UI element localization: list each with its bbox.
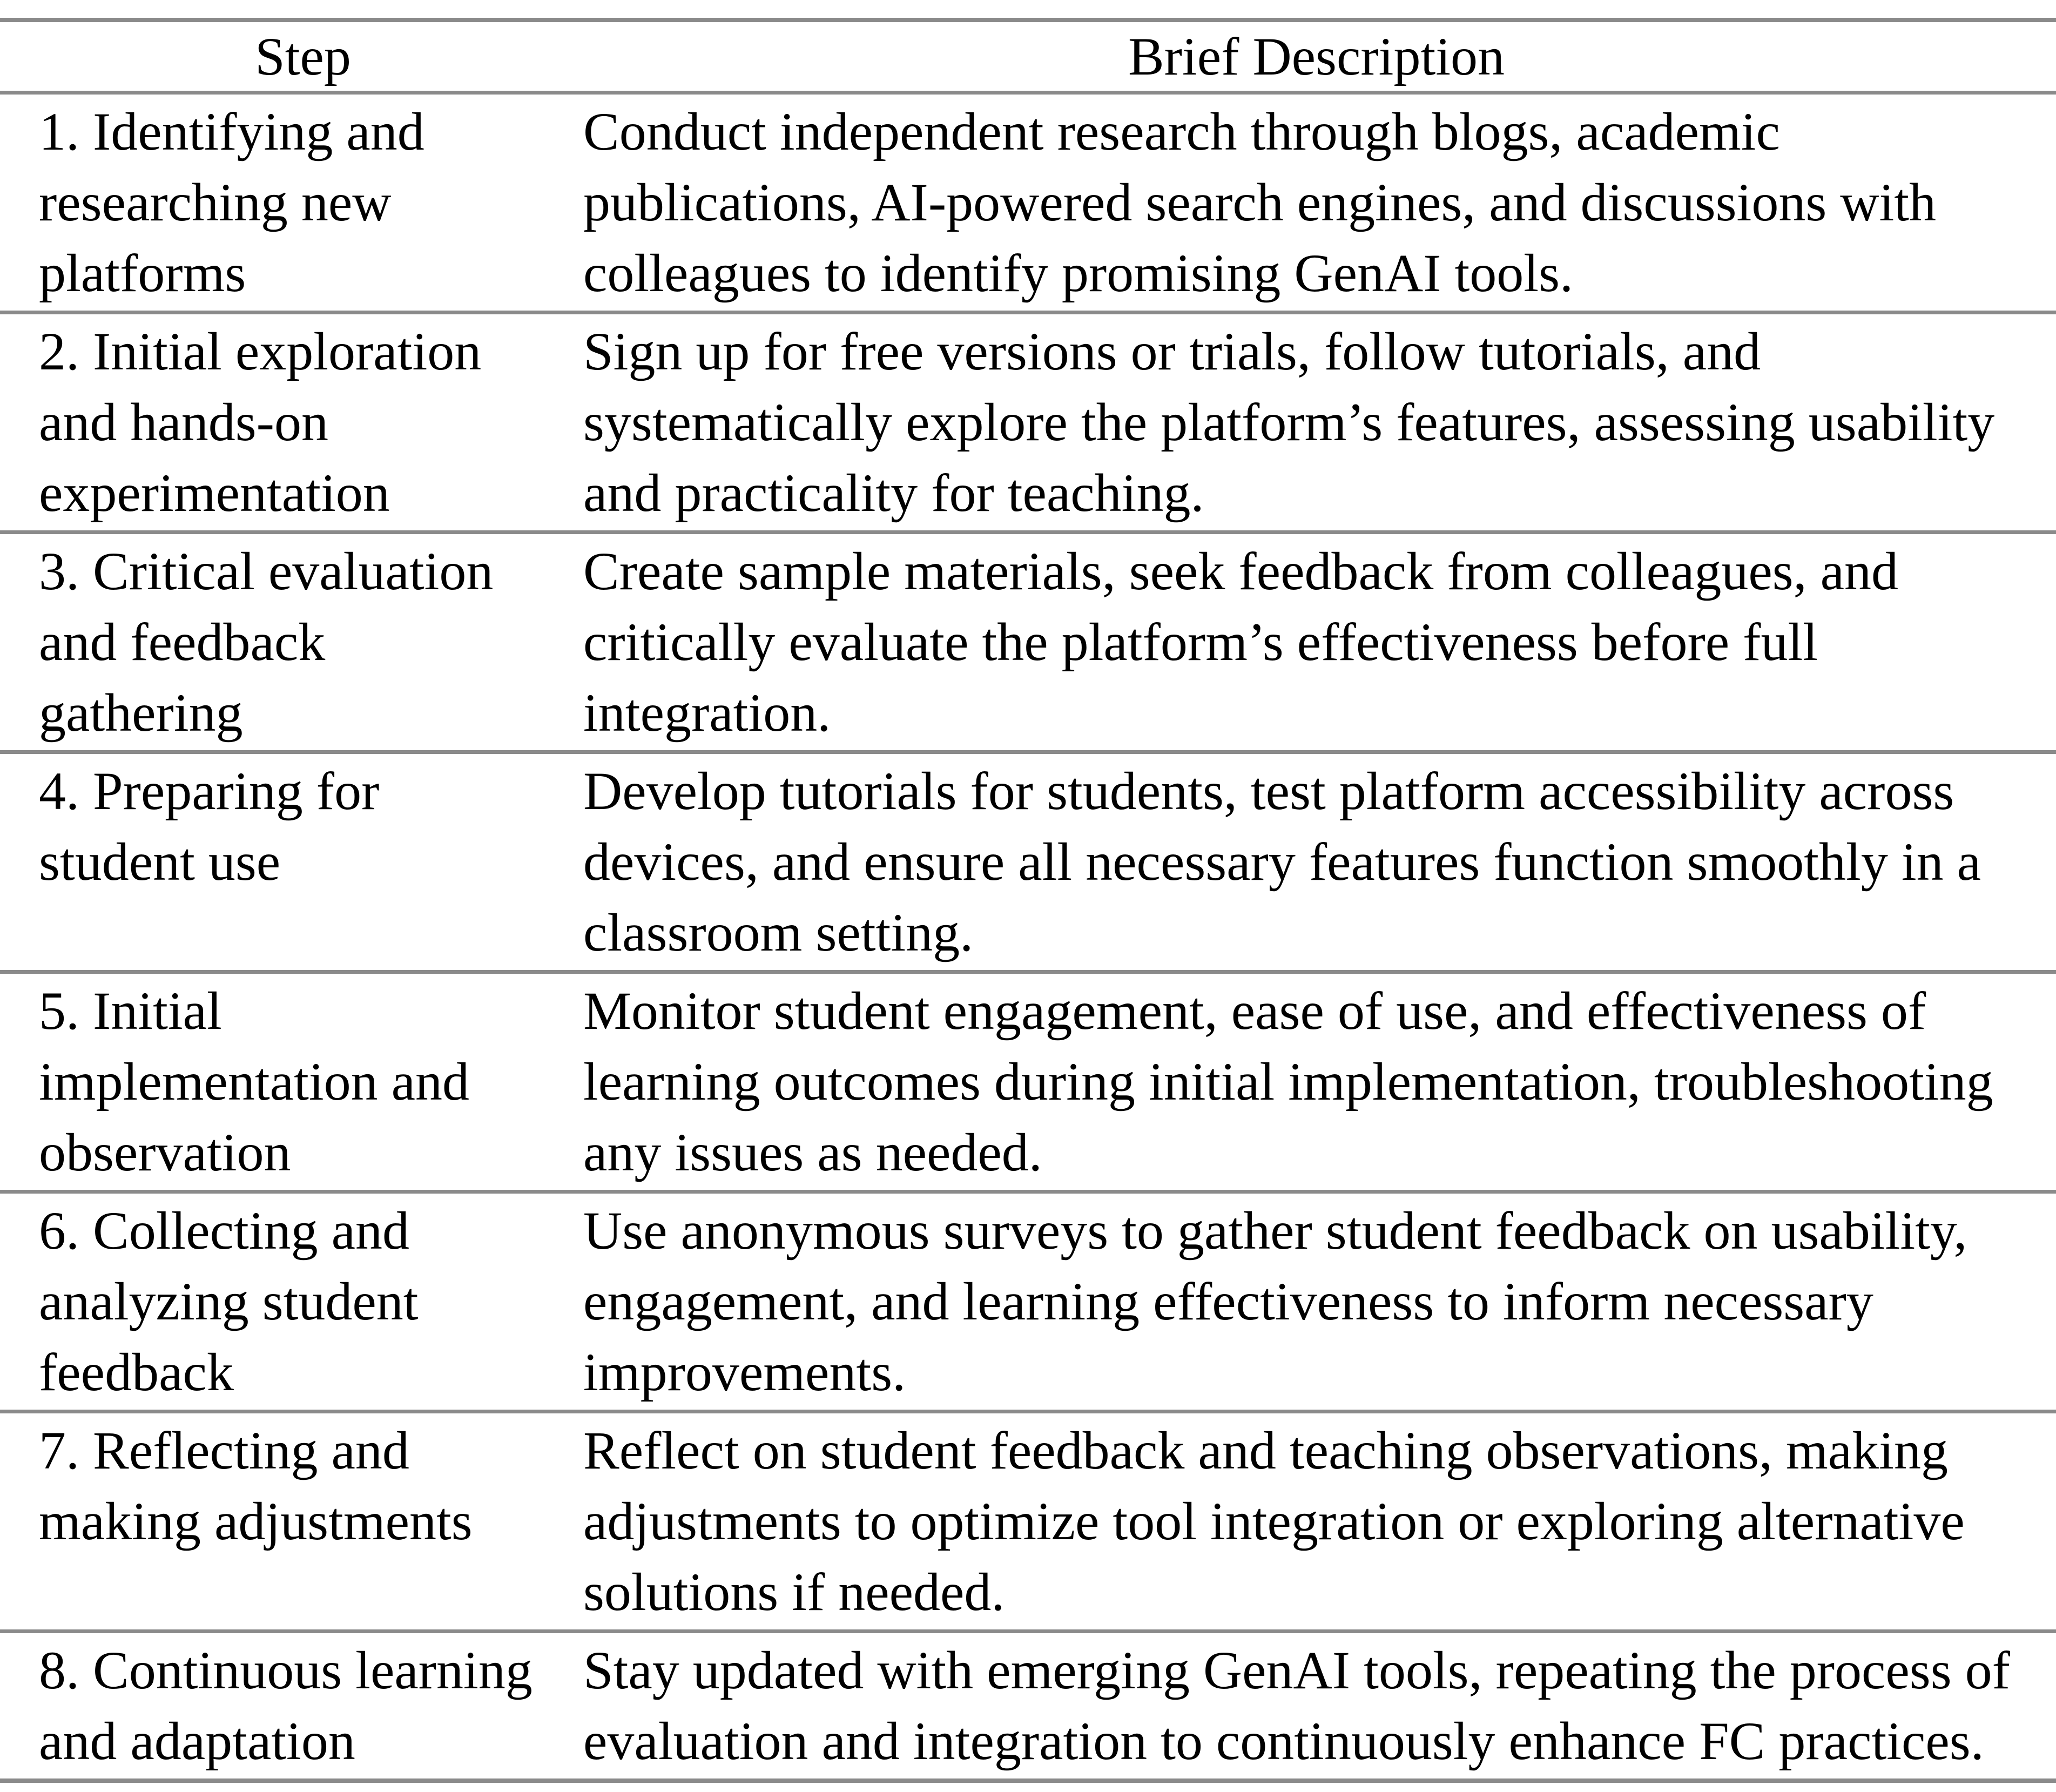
description-cell: Conduct independent research through blo…	[583, 102, 1937, 303]
step-cell: 7. Reflecting and making adjustments	[39, 1420, 473, 1551]
description-cell: Sign up for free versions or trials, fol…	[583, 321, 1995, 523]
step-cell: 8. Continuous learning and adaptation	[39, 1640, 532, 1771]
step-cell: 2. Initial exploration and hands-on expe…	[39, 321, 482, 523]
column-header-step: Step	[255, 26, 351, 86]
step-cell: 3. Critical evaluation and feedback gath…	[39, 541, 494, 743]
table-row: 4. Preparing for student use Develop tut…	[0, 754, 2056, 974]
step-cell: 1. Identifying and researching new platf…	[39, 102, 424, 303]
table-row: 2. Initial exploration and hands-on expe…	[0, 314, 2056, 534]
table-row: 3. Critical evaluation and feedback gath…	[0, 534, 2056, 754]
table-row: 1. Identifying and researching new platf…	[0, 95, 2056, 314]
step-cell: 4. Preparing for student use	[39, 761, 380, 892]
description-cell: Create sample materials, seek feedback f…	[583, 541, 1899, 743]
table-row: 5. Initial implementation and observatio…	[0, 974, 2056, 1194]
process-steps-table: Step Brief Description 1. Identifying an…	[0, 18, 2056, 1783]
description-cell: Use anonymous surveys to gather student …	[583, 1201, 1967, 1402]
description-cell: Reflect on student feedback and teaching…	[583, 1420, 1965, 1622]
description-cell: Monitor student engagement, ease of use,…	[583, 981, 1993, 1182]
description-cell: Stay updated with emerging GenAI tools, …	[583, 1640, 2010, 1771]
table-row: 6. Collecting and analyzing student feed…	[0, 1194, 2056, 1413]
table-row: 8. Continuous learning and adaptation St…	[0, 1633, 2056, 1778]
step-cell: 6. Collecting and analyzing student feed…	[39, 1201, 419, 1402]
table-row: 7. Reflecting and making adjustments Ref…	[0, 1413, 2056, 1633]
step-cell: 5. Initial implementation and observatio…	[39, 981, 470, 1182]
column-header-description: Brief Description	[1128, 26, 1505, 86]
description-cell: Develop tutorials for students, test pla…	[583, 761, 1981, 962]
table-header-row: Step Brief Description	[0, 22, 2056, 95]
